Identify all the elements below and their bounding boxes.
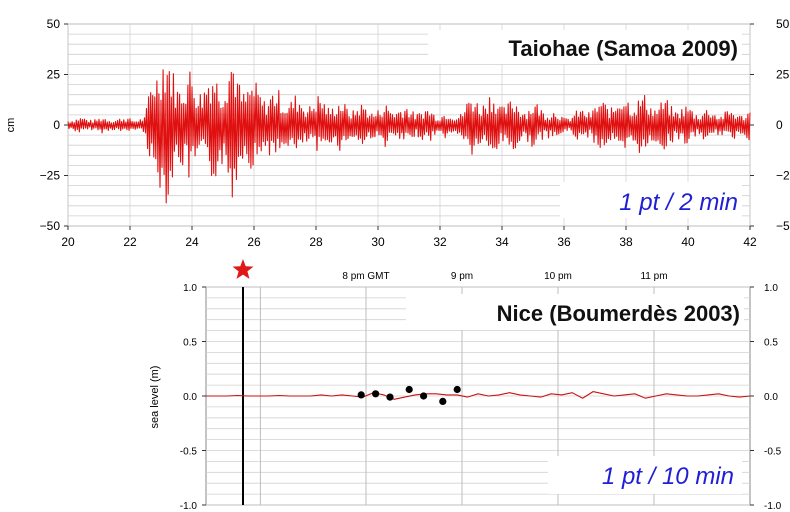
- sample-point: [453, 385, 461, 394]
- sample-point: [420, 392, 428, 400]
- x-tick-label: 20: [61, 235, 75, 249]
- x-tick-label: 9 pm: [451, 271, 473, 282]
- x-tick-label: 8 pm GMT: [342, 271, 389, 282]
- y-tick-label: 25: [47, 68, 61, 82]
- y-tick-label: -1.0: [180, 501, 198, 512]
- sample-point: [386, 393, 394, 401]
- taiohae-panel: 20 22 24 26 28 30 32 34 36 38 40 42 50 25 0 −25 −50 50 2…: [5, 17, 790, 249]
- nice-annotation: 1 pt / 10 min: [602, 463, 734, 490]
- nice-title-bg: [406, 294, 744, 330]
- y-tick-label: -0.5: [180, 447, 198, 458]
- nice-y-ticks-right: 1.0 0.5 0.0 -0.5 -1.0: [750, 283, 782, 512]
- y-tick-label-right: -1.0: [764, 501, 782, 512]
- sample-point: [439, 397, 447, 405]
- x-tick-label: 40: [681, 235, 695, 249]
- x-tick-label: 24: [185, 235, 199, 249]
- x-tick-label: 34: [495, 235, 509, 249]
- y-tick-label-right: 1.0: [764, 283, 778, 294]
- x-tick-label: 36: [557, 235, 571, 249]
- sample-point: [405, 385, 413, 394]
- nice-sample-points: [357, 385, 461, 405]
- y-tick-label: 0.0: [183, 392, 197, 403]
- taiohae-y-ticks: 50 25 0 −25 −50: [40, 17, 68, 233]
- y-tick-label-right: 0: [776, 118, 783, 132]
- nice-annotation-bg: [548, 456, 742, 494]
- y-tick-label: −50: [40, 219, 61, 233]
- x-tick-label: 28: [309, 235, 323, 249]
- taiohae-annotation-bg: [560, 182, 742, 218]
- y-tick-label-right: -0.5: [764, 447, 782, 458]
- x-tick-label: 10 pm: [544, 271, 572, 282]
- y-tick-label: 50: [47, 17, 61, 31]
- nice-panel: 1.0 0.5 0.0 -0.5 -1.0 1.0 0.5 0.0 -0.5 -1.0 8 pm…: [149, 259, 782, 512]
- taiohae-title-bg: [428, 30, 742, 64]
- nice-series-line: [206, 391, 751, 400]
- taiohae-series-line: [67, 69, 751, 204]
- y-tick-label: −25: [40, 169, 61, 183]
- y-tick-label-right: 50: [776, 17, 790, 31]
- sample-point: [372, 390, 380, 398]
- y-tick-label: 1.0: [183, 283, 197, 294]
- x-tick-label: 30: [371, 235, 385, 249]
- taiohae-annotation: 1 pt / 2 min: [619, 189, 738, 216]
- y-tick-label: 0: [53, 118, 60, 132]
- x-tick-label: 38: [619, 235, 633, 249]
- y-tick-label-right: 0.0: [764, 392, 778, 403]
- nice-y-ticks: 1.0 0.5 0.0 -0.5 -1.0: [180, 283, 206, 512]
- event-star-icon: [232, 259, 254, 279]
- y-tick-label-right: 25: [776, 68, 790, 82]
- nice-x-tick-labels: 8 pm GMT 9 pm 10 pm 11 pm: [342, 271, 667, 282]
- y-tick-label-right: 0.5: [764, 338, 778, 349]
- x-tick-label: 11 pm: [640, 271, 667, 282]
- x-tick-label: 26: [247, 235, 261, 249]
- taiohae-ylabel: cm: [5, 118, 17, 133]
- y-tick-label-right: −50: [776, 219, 790, 233]
- x-tick-label: 22: [123, 235, 137, 249]
- nice-ylabel: sea level (m): [149, 366, 161, 429]
- y-tick-label-right: −25: [776, 169, 790, 183]
- taiohae-x-ticks: 20 22 24 26 28 30 32 34 36 38 40 42: [61, 226, 757, 249]
- taiohae-title: Taiohae (Samoa 2009): [509, 36, 738, 61]
- sample-point: [357, 391, 365, 399]
- x-tick-label: 32: [433, 235, 447, 249]
- taiohae-y-ticks-right: 50 25 0 −25 −50: [750, 17, 790, 233]
- y-tick-label: 0.5: [183, 338, 197, 349]
- x-tick-label: 42: [743, 235, 757, 249]
- nice-title: Nice (Boumerdès 2003): [497, 301, 740, 326]
